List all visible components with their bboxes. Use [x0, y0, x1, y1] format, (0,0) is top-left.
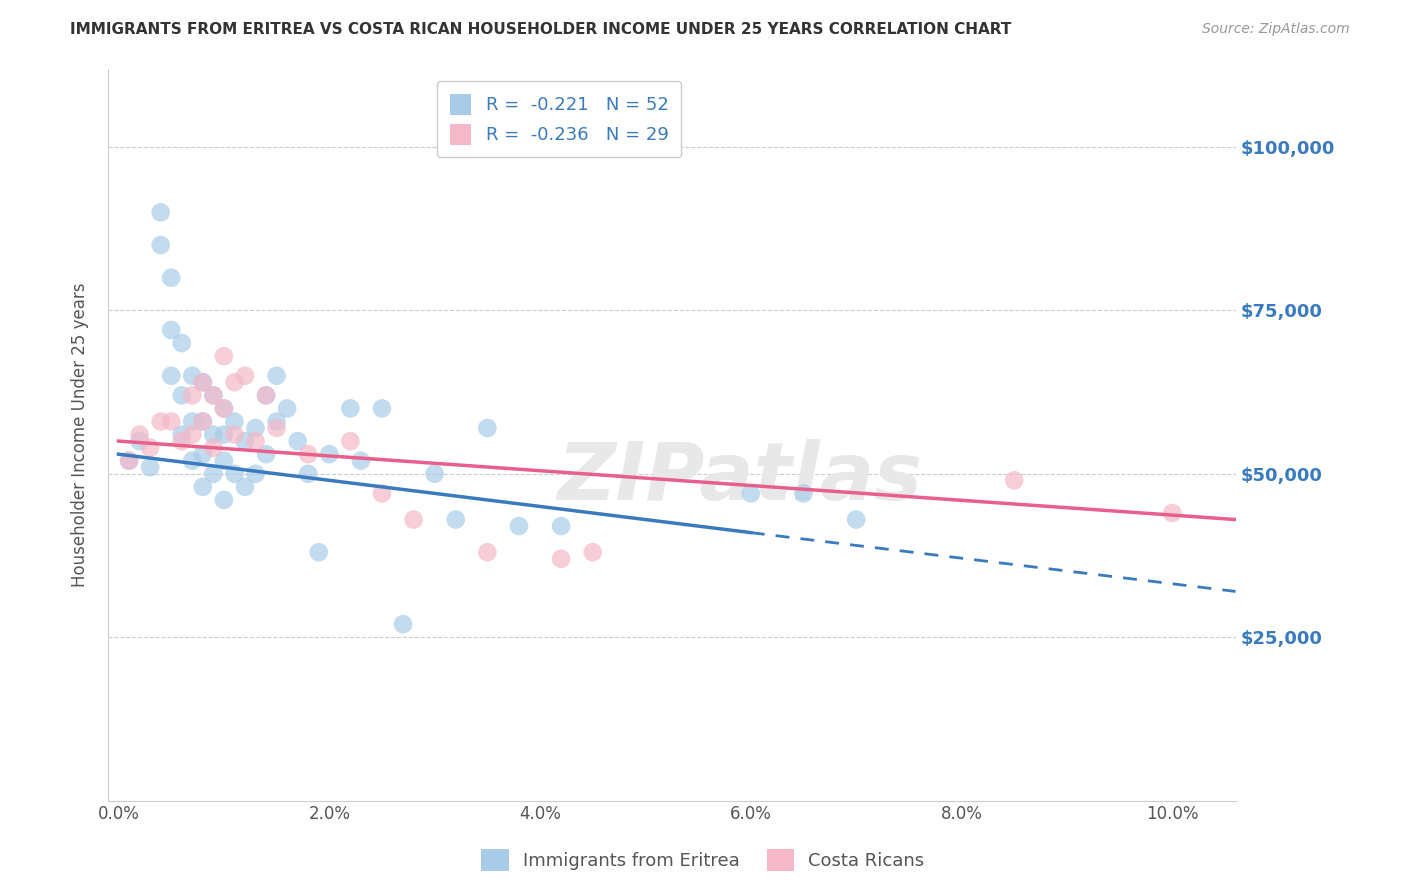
Point	[266, 368, 288, 383]
Point	[212, 401, 235, 416]
Point	[371, 486, 394, 500]
Legend: Immigrants from Eritrea, Costa Ricans: Immigrants from Eritrea, Costa Ricans	[474, 842, 932, 879]
Text: ZIPatlas: ZIPatlas	[557, 440, 922, 517]
Point	[233, 368, 256, 383]
Point	[254, 388, 277, 402]
Point	[1002, 473, 1025, 487]
Point	[128, 434, 150, 449]
Legend: R =  -0.221   N = 52, R =  -0.236   N = 29: R = -0.221 N = 52, R = -0.236 N = 29	[437, 81, 681, 157]
Point	[191, 447, 214, 461]
Point	[149, 415, 172, 429]
Point	[508, 519, 530, 533]
Point	[191, 415, 214, 429]
Point	[582, 545, 605, 559]
Point	[224, 376, 246, 390]
Point	[245, 421, 267, 435]
Point	[212, 427, 235, 442]
Point	[139, 441, 162, 455]
Point	[160, 270, 183, 285]
Point	[1161, 506, 1184, 520]
Point	[392, 617, 415, 632]
Point	[160, 368, 183, 383]
Point	[224, 427, 246, 442]
Point	[224, 467, 246, 481]
Point	[245, 467, 267, 481]
Point	[266, 421, 288, 435]
Point	[845, 512, 868, 526]
Y-axis label: Householder Income Under 25 years: Householder Income Under 25 years	[72, 283, 89, 587]
Point	[233, 480, 256, 494]
Point	[371, 401, 394, 416]
Point	[191, 376, 214, 390]
Point	[402, 512, 425, 526]
Point	[202, 441, 225, 455]
Point	[170, 427, 193, 442]
Point	[339, 434, 361, 449]
Point	[191, 415, 214, 429]
Point	[550, 551, 572, 566]
Point	[181, 368, 204, 383]
Point	[212, 401, 235, 416]
Point	[318, 447, 340, 461]
Point	[202, 427, 225, 442]
Point	[139, 460, 162, 475]
Point	[149, 205, 172, 219]
Point	[191, 480, 214, 494]
Point	[170, 434, 193, 449]
Point	[212, 349, 235, 363]
Point	[254, 447, 277, 461]
Point	[550, 519, 572, 533]
Point	[276, 401, 298, 416]
Point	[170, 388, 193, 402]
Point	[423, 467, 446, 481]
Point	[308, 545, 330, 559]
Point	[792, 486, 814, 500]
Point	[287, 434, 309, 449]
Point	[254, 388, 277, 402]
Point	[233, 434, 256, 449]
Point	[181, 453, 204, 467]
Text: IMMIGRANTS FROM ERITREA VS COSTA RICAN HOUSEHOLDER INCOME UNDER 25 YEARS CORRELA: IMMIGRANTS FROM ERITREA VS COSTA RICAN H…	[70, 22, 1012, 37]
Point	[181, 415, 204, 429]
Point	[297, 467, 319, 481]
Point	[740, 486, 762, 500]
Point	[202, 388, 225, 402]
Point	[170, 336, 193, 351]
Point	[118, 453, 141, 467]
Text: Source: ZipAtlas.com: Source: ZipAtlas.com	[1202, 22, 1350, 37]
Point	[212, 492, 235, 507]
Point	[191, 376, 214, 390]
Point	[160, 323, 183, 337]
Point	[118, 453, 141, 467]
Point	[202, 388, 225, 402]
Point	[181, 427, 204, 442]
Point	[128, 427, 150, 442]
Point	[181, 388, 204, 402]
Point	[212, 453, 235, 467]
Point	[266, 415, 288, 429]
Point	[224, 415, 246, 429]
Point	[202, 467, 225, 481]
Point	[149, 238, 172, 252]
Point	[160, 415, 183, 429]
Point	[477, 421, 499, 435]
Point	[444, 512, 467, 526]
Point	[339, 401, 361, 416]
Point	[297, 447, 319, 461]
Point	[350, 453, 373, 467]
Point	[477, 545, 499, 559]
Point	[245, 434, 267, 449]
